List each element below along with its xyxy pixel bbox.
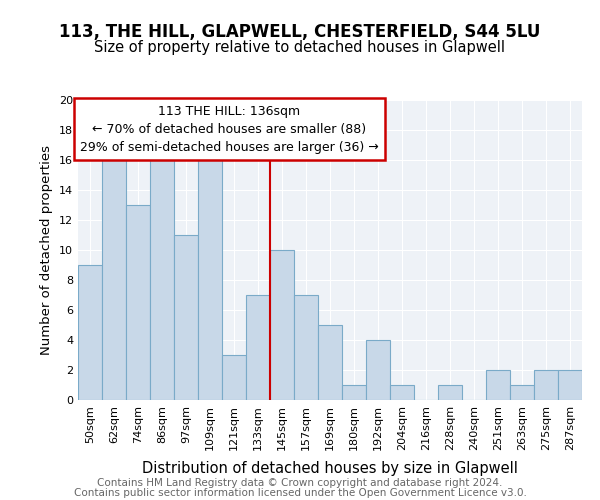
Bar bbox=[390, 385, 414, 400]
Bar bbox=[246, 295, 270, 400]
Bar bbox=[222, 355, 246, 400]
Text: 113, THE HILL, GLAPWELL, CHESTERFIELD, S44 5LU: 113, THE HILL, GLAPWELL, CHESTERFIELD, S… bbox=[59, 24, 541, 42]
Bar bbox=[342, 385, 366, 400]
Bar bbox=[270, 250, 294, 400]
Text: Contains HM Land Registry data © Crown copyright and database right 2024.: Contains HM Land Registry data © Crown c… bbox=[97, 478, 503, 488]
Bar bbox=[102, 145, 126, 400]
Bar bbox=[534, 370, 558, 400]
Bar bbox=[510, 385, 534, 400]
Bar bbox=[294, 295, 318, 400]
Text: Contains public sector information licensed under the Open Government Licence v3: Contains public sector information licen… bbox=[74, 488, 526, 498]
Bar bbox=[438, 385, 462, 400]
Bar bbox=[366, 340, 390, 400]
Text: 113 THE HILL: 136sqm
← 70% of detached houses are smaller (88)
29% of semi-detac: 113 THE HILL: 136sqm ← 70% of detached h… bbox=[80, 104, 379, 154]
Bar bbox=[198, 145, 222, 400]
Bar bbox=[126, 205, 150, 400]
Bar bbox=[150, 160, 174, 400]
Y-axis label: Number of detached properties: Number of detached properties bbox=[40, 145, 53, 355]
Bar bbox=[78, 265, 102, 400]
Bar bbox=[318, 325, 342, 400]
X-axis label: Distribution of detached houses by size in Glapwell: Distribution of detached houses by size … bbox=[142, 461, 518, 476]
Bar bbox=[174, 235, 198, 400]
Text: Size of property relative to detached houses in Glapwell: Size of property relative to detached ho… bbox=[95, 40, 505, 55]
Bar bbox=[486, 370, 510, 400]
Bar bbox=[558, 370, 582, 400]
